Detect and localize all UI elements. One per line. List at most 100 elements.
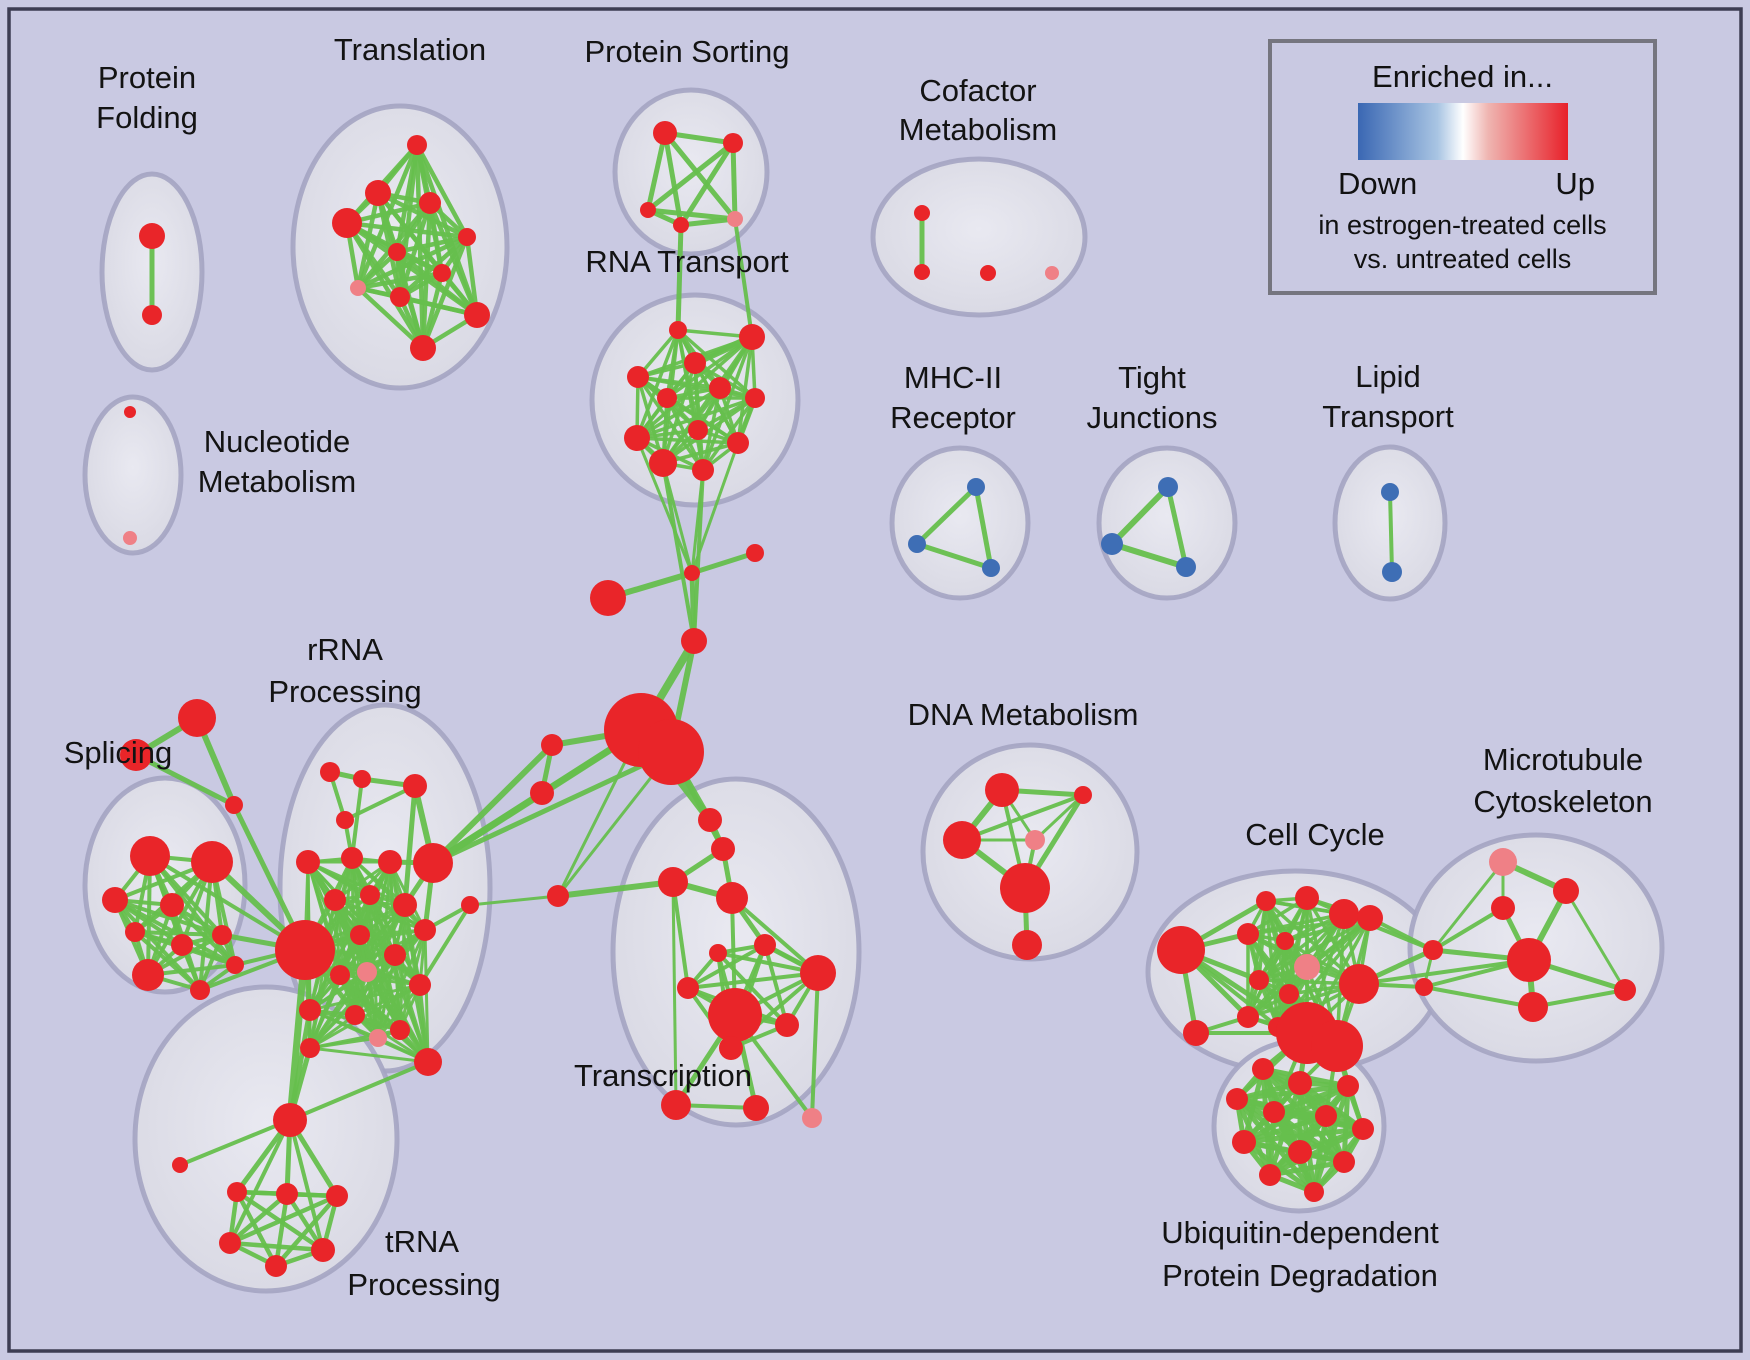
- cluster-label-cofactor-metabolism: Cofactor: [919, 73, 1036, 108]
- network-node: [330, 965, 350, 985]
- network-edge: [309, 1046, 429, 1064]
- network-edge: [1243, 1113, 1327, 1145]
- network-node: [684, 352, 706, 374]
- network-edge: [647, 207, 736, 222]
- network-node: [388, 243, 406, 261]
- network-edge: [687, 943, 766, 990]
- network-node: [414, 1048, 442, 1076]
- network-edge: [701, 336, 754, 471]
- network-edge: [431, 790, 544, 866]
- network-node: [800, 955, 836, 991]
- network-edge: [289, 1060, 429, 1122]
- network-node: [464, 302, 490, 328]
- network-edge: [675, 224, 684, 331]
- network-node: [739, 324, 765, 350]
- network-node: [311, 1238, 335, 1262]
- network-edge: [288, 1119, 325, 1251]
- network-node: [324, 889, 346, 911]
- network-node: [1423, 940, 1443, 960]
- network-node: [985, 773, 1019, 807]
- network-edge: [133, 930, 202, 992]
- network-node: [142, 305, 162, 325]
- network-node: [139, 223, 165, 249]
- network-node: [332, 208, 362, 238]
- network-node: [1237, 923, 1259, 945]
- network-edge: [692, 469, 705, 642]
- network-node: [1304, 1182, 1324, 1202]
- network-edge: [1111, 541, 1187, 570]
- network-node: [908, 535, 926, 553]
- network-node: [716, 882, 748, 914]
- network-node: [299, 999, 321, 1021]
- network-node: [410, 335, 436, 361]
- network-edge: [430, 742, 555, 866]
- network-edge: [368, 894, 422, 986]
- network-edge: [229, 1193, 338, 1246]
- network-edge: [356, 286, 425, 350]
- network-node: [265, 1255, 287, 1277]
- network-edge: [665, 397, 705, 471]
- network-node: [172, 1157, 188, 1173]
- network-node: [132, 959, 164, 991]
- network-node: [743, 1095, 769, 1121]
- cluster-label-cofactor-metabolism: Metabolism: [899, 112, 1058, 147]
- network-node: [967, 478, 985, 496]
- network-node: [1263, 1101, 1285, 1123]
- network-node: [219, 1232, 241, 1254]
- cluster-ellipse-cofactor-metabolism: [870, 156, 1088, 318]
- network-edge: [973, 486, 994, 569]
- network-node: [692, 459, 714, 481]
- network-node: [191, 841, 233, 883]
- network-node: [719, 1036, 743, 1060]
- network-edge: [146, 861, 214, 976]
- network-edge: [148, 854, 307, 952]
- legend-box: Enriched in... Down Up in estrogen-treat…: [1268, 39, 1657, 295]
- cluster-label-nucleotide-metabolism: Metabolism: [198, 464, 357, 499]
- network-node: [1232, 1130, 1256, 1154]
- network-node: [1352, 1118, 1374, 1140]
- network-node: [125, 922, 145, 942]
- network-node: [227, 1182, 247, 1202]
- network-edge: [691, 550, 756, 576]
- network-node: [541, 734, 563, 756]
- network-edge: [763, 944, 789, 1026]
- network-edge: [1564, 890, 1627, 991]
- network-edge: [228, 1192, 289, 1245]
- cluster-label-protein-folding: Folding: [96, 100, 198, 135]
- network-node: [413, 843, 453, 883]
- network-edge: [671, 881, 678, 1106]
- network-edge: [134, 752, 236, 808]
- network-edge: [687, 971, 819, 990]
- network-edge: [309, 983, 421, 1050]
- network-node: [657, 388, 677, 408]
- network-edge: [810, 972, 820, 1119]
- network-edge: [274, 1194, 339, 1268]
- network-edge: [736, 336, 754, 444]
- network-node: [624, 425, 650, 451]
- network-node: [1237, 1006, 1259, 1028]
- network-node: [1382, 562, 1402, 582]
- network-node: [1315, 1105, 1337, 1127]
- cluster-label-protein-sorting: Protein Sorting: [584, 34, 789, 69]
- network-node: [357, 962, 377, 982]
- network-node: [390, 287, 410, 307]
- network-node: [658, 867, 688, 897]
- network-node: [627, 366, 649, 388]
- network-node: [300, 1038, 320, 1058]
- network-node: [746, 544, 764, 562]
- network-node: [711, 837, 735, 861]
- network-node: [669, 321, 687, 339]
- legend-note-line1: in estrogen-treated cells: [1318, 210, 1607, 240]
- network-node: [1183, 1020, 1209, 1046]
- cluster-label-microtubule-cytoskeleton: Microtubule: [1483, 742, 1643, 777]
- network-node: [369, 1029, 387, 1047]
- network-node: [1101, 533, 1123, 555]
- network-edge: [661, 462, 696, 642]
- network-node: [102, 887, 128, 913]
- network-node: [1415, 978, 1433, 996]
- network-edge: [730, 142, 738, 220]
- network-node: [754, 934, 776, 956]
- network-node: [1381, 483, 1399, 501]
- network-node: [341, 847, 363, 869]
